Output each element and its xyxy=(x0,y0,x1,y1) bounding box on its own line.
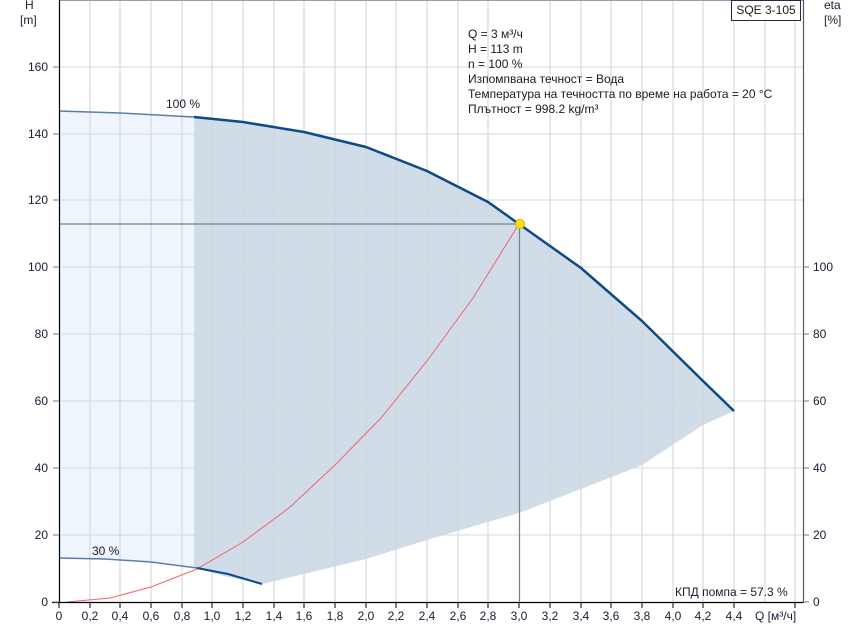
x-tick: 1,8 xyxy=(326,609,344,623)
x-tick: 3,8 xyxy=(633,609,651,623)
x-tick: 0,6 xyxy=(142,609,160,623)
x-tick: 0,8 xyxy=(173,609,191,623)
x-tick: 4,2 xyxy=(694,609,712,623)
y2-tick: 100 xyxy=(813,260,834,274)
y2-tick: 20 xyxy=(813,528,827,542)
info-speed: n = 100 % xyxy=(468,57,523,71)
y-axis-unit: [m] xyxy=(20,13,37,27)
x-tick: 2,2 xyxy=(387,609,405,623)
right-tick-marks xyxy=(803,266,809,603)
info-density: Плътност = 998.2 kg/m³ xyxy=(468,102,599,116)
y2-tick: 0 xyxy=(813,595,820,609)
x-tick: 1,4 xyxy=(265,609,283,623)
info-liquid: Изпомпвана течност = Вода xyxy=(468,72,625,86)
x-tick: 1,0 xyxy=(203,609,221,623)
x-tick: 3,2 xyxy=(541,609,559,623)
x-tick: 4,4 xyxy=(725,609,743,623)
x-tick: 0,4 xyxy=(111,609,129,623)
operating-area xyxy=(194,117,734,584)
bottom-tick-marks xyxy=(58,602,796,608)
y2-tick: 60 xyxy=(813,394,827,408)
extended-area xyxy=(59,111,194,568)
pump-curve-100 xyxy=(193,115,735,412)
y2-axis-unit: [%] xyxy=(824,13,842,27)
y-tick: 60 xyxy=(34,394,48,408)
duty-point-marker[interactable] xyxy=(515,219,525,229)
y-tick: 0 xyxy=(41,595,48,609)
y-tick: 80 xyxy=(34,327,48,341)
y2-tick: 40 xyxy=(813,461,827,475)
pump-curve-30-left xyxy=(58,557,198,569)
x-tick: 0 xyxy=(55,609,63,623)
system-curve xyxy=(66,223,520,603)
y-tick: 20 xyxy=(34,528,48,542)
vertical-gridlines xyxy=(89,0,796,602)
info-temperature: Температура на течността по време на раб… xyxy=(468,87,773,101)
x-tick: 1,2 xyxy=(234,609,252,623)
curve-label-30: 30 % xyxy=(92,544,120,558)
y-axis-title: H xyxy=(25,0,34,12)
y2-tick: 80 xyxy=(813,327,827,341)
x-tick: 0,2 xyxy=(81,609,99,623)
curve-label-100: 100 % xyxy=(166,97,201,111)
x-tick: 3,4 xyxy=(572,609,590,623)
x-tick: 3,6 xyxy=(602,609,620,623)
x-tick: 1,6 xyxy=(295,609,313,623)
x-tick: 3,0 xyxy=(510,609,528,623)
left-tick-marks xyxy=(53,66,59,603)
x-tick: 2,6 xyxy=(449,609,467,623)
model-label-box: SQE 3-105 xyxy=(731,0,801,21)
x-tick: 2,0 xyxy=(357,609,375,623)
x-tick: 2,8 xyxy=(479,609,497,623)
pump-efficiency-label: КПД помпа = 57.3 % xyxy=(675,585,788,599)
x-axis-title: Q [м³/ч] xyxy=(755,609,797,623)
horizontal-gridlines xyxy=(59,0,803,536)
y-tick: 140 xyxy=(27,127,48,141)
y-tick: 100 xyxy=(27,260,48,274)
y-tick: 160 xyxy=(27,60,48,74)
y-tick: 120 xyxy=(27,193,48,207)
x-tick: 2,4 xyxy=(418,609,436,623)
info-flow: Q = 3 м³/ч xyxy=(468,27,523,41)
y2-axis-title: eta xyxy=(824,0,841,12)
x-tick: 4,0 xyxy=(664,609,682,623)
info-head: H = 113 m xyxy=(468,42,523,56)
y-tick: 40 xyxy=(34,461,48,475)
pump-curve-30 xyxy=(196,567,263,585)
pump-curve-100-left xyxy=(58,110,195,118)
